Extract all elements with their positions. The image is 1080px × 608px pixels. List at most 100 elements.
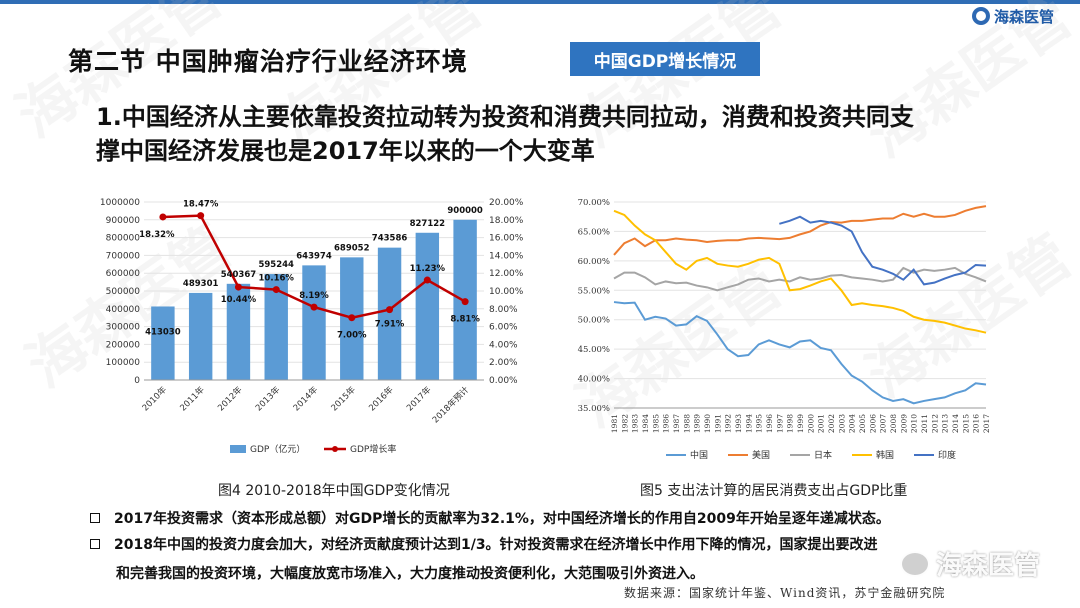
growth-rate-point <box>348 314 356 322</box>
y-tick-label: 100000 <box>106 358 141 368</box>
series-line <box>613 301 987 405</box>
x-tick-label: 1998 <box>786 414 795 433</box>
x-tick-label: 2006 <box>868 414 877 433</box>
wechat-watermark: 海森医管 <box>900 545 1040 582</box>
brand-logo: 海森医管 <box>972 5 1054 27</box>
y2-tick-label: 12.00% <box>489 269 524 279</box>
x-tick-label: 2017 <box>982 414 991 433</box>
x-tick-label: 2008 <box>889 414 898 433</box>
y2-tick-label: 0.00% <box>489 376 518 386</box>
legend-label: GDP（亿元） <box>250 443 305 455</box>
x-tick-label: 1986 <box>662 414 671 433</box>
gdp-bar <box>302 265 326 380</box>
y2-tick-label: 4.00% <box>489 340 518 350</box>
growth-rate-point <box>423 276 431 284</box>
gdp-bar <box>151 306 175 380</box>
x-tick-label: 2009 <box>899 414 908 433</box>
x-tick-label: 2002 <box>827 414 836 433</box>
series-line <box>613 266 987 292</box>
growth-rate-point <box>197 212 205 220</box>
y2-tick-label: 18.00% <box>489 216 524 226</box>
y-tick-label: 800000 <box>106 234 141 244</box>
gdp-bar <box>264 274 288 380</box>
y-tick-label: 600000 <box>106 269 141 279</box>
x-tick-label: 2003 <box>837 414 846 433</box>
growth-rate-point <box>272 286 280 294</box>
x-tick-label: 2001 <box>817 414 826 433</box>
bullet-item: 2017年投资需求（资本形成总额）对GDP增长的贡献率为32.1%，对中国经济增… <box>90 508 990 530</box>
growth-rate-point <box>461 298 469 306</box>
bullet-text: 2018年中国的投资力度会加大，对经济贡献度预计达到1/3。针对投资需求在经济增… <box>114 537 878 553</box>
x-tick-label: 2013 <box>941 414 950 433</box>
growth-rate-label: 10.16% <box>259 274 295 284</box>
growth-rate-label: 11.23% <box>410 264 446 274</box>
x-tick-label: 2005 <box>858 414 867 433</box>
x-tick-label: 1990 <box>703 414 712 433</box>
x-tick-label: 2004 <box>848 414 857 433</box>
x-tick-label: 2011年 <box>178 384 207 413</box>
x-tick-label: 2015年 <box>329 384 358 413</box>
legend-line-marker <box>332 446 338 452</box>
bullet-item: 2018年中国的投资力度会加大，对经济贡献度预计达到1/3。针对投资需求在经济增… <box>90 534 990 556</box>
x-tick-label: 1999 <box>796 414 805 433</box>
x-tick-label: 1987 <box>672 414 681 433</box>
x-tick-label: 1995 <box>755 414 764 433</box>
x-tick-label: 1984 <box>641 414 650 433</box>
growth-rate-point <box>386 306 394 314</box>
growth-rate-label: 18.47% <box>183 200 219 210</box>
legend-bar-swatch <box>230 445 246 453</box>
y2-tick-label: 20.00% <box>489 198 524 208</box>
x-tick-label: 2016年 <box>367 384 396 413</box>
growth-rate-label: 18.32% <box>139 230 175 240</box>
y-tick-label: 35.00% <box>578 404 610 414</box>
y-tick-label: 50.00% <box>578 316 610 326</box>
growth-rate-point <box>159 213 167 221</box>
x-tick-label: 2018年预计 <box>430 384 471 425</box>
x-tick-label: 2011 <box>920 414 929 433</box>
section-title: 第二节 中国肿瘤治疗行业经济环境 <box>68 47 468 76</box>
growth-rate-label: 8.81% <box>450 315 480 325</box>
y-tick-label: 60.00% <box>578 257 610 267</box>
gdp-bar <box>226 283 251 380</box>
growth-rate-label: 8.19% <box>299 291 329 301</box>
x-tick-label: 1996 <box>765 414 774 433</box>
series-line <box>613 209 987 334</box>
headline-line-2: 撑中国经济发展也是2017年以来的一个大变革 <box>96 137 595 165</box>
checkbox-bullet-icon <box>90 539 100 549</box>
gdp-value-label: 689052 <box>334 243 370 253</box>
y-tick-label: 65.00% <box>578 227 610 237</box>
legend-label: 韩国 <box>876 449 894 461</box>
x-tick-label: 2007 <box>879 414 888 433</box>
x-tick-label: 1983 <box>631 414 640 433</box>
y-tick-label: 300000 <box>106 323 141 333</box>
y-tick-label: 200000 <box>106 340 141 350</box>
y-tick-label: 700000 <box>106 251 141 261</box>
y-tick-label: 900000 <box>106 216 141 226</box>
y2-tick-label: 6.00% <box>489 323 518 333</box>
headline: 1.中国经济从主要依靠投资拉动转为投资和消费共同拉动，消费和投资共同支 撑中国经… <box>96 100 1026 168</box>
x-tick-label: 1982 <box>620 414 629 433</box>
gdp-value-label: 827122 <box>410 219 446 229</box>
legend-label: GDP增长率 <box>350 443 396 455</box>
brand-name: 海森医管 <box>994 7 1055 26</box>
growth-rate-label: 10.44% <box>221 295 257 305</box>
y2-tick-label: 16.00% <box>489 234 524 244</box>
gdp-value-label: 743586 <box>372 234 408 244</box>
x-tick-label: 2014 <box>951 414 960 433</box>
gdp-bar <box>415 232 440 380</box>
y-tick-label: 500000 <box>106 287 141 297</box>
top-accent-bar <box>0 0 1080 4</box>
x-tick-label: 1989 <box>693 414 702 433</box>
x-tick-label: 1992 <box>724 414 733 433</box>
legend-label: 美国 <box>752 449 770 461</box>
legend-label: 中国 <box>690 449 708 461</box>
chart-caption-consumption: 图5 支出法计算的居民消费支出占GDP比重 <box>640 483 908 499</box>
series-line <box>613 205 987 256</box>
x-tick-label: 2012年 <box>215 384 244 413</box>
y-tick-label: 40.00% <box>578 375 610 385</box>
growth-rate-label: 7.91% <box>375 320 405 330</box>
gdp-chart: 0 100000 200000 300000 400000 500000 600000 700… <box>100 198 524 455</box>
x-tick-label: 2014年 <box>291 384 320 413</box>
y-tick-label: 70.00% <box>578 198 610 208</box>
brand-logo-icon <box>972 7 990 25</box>
